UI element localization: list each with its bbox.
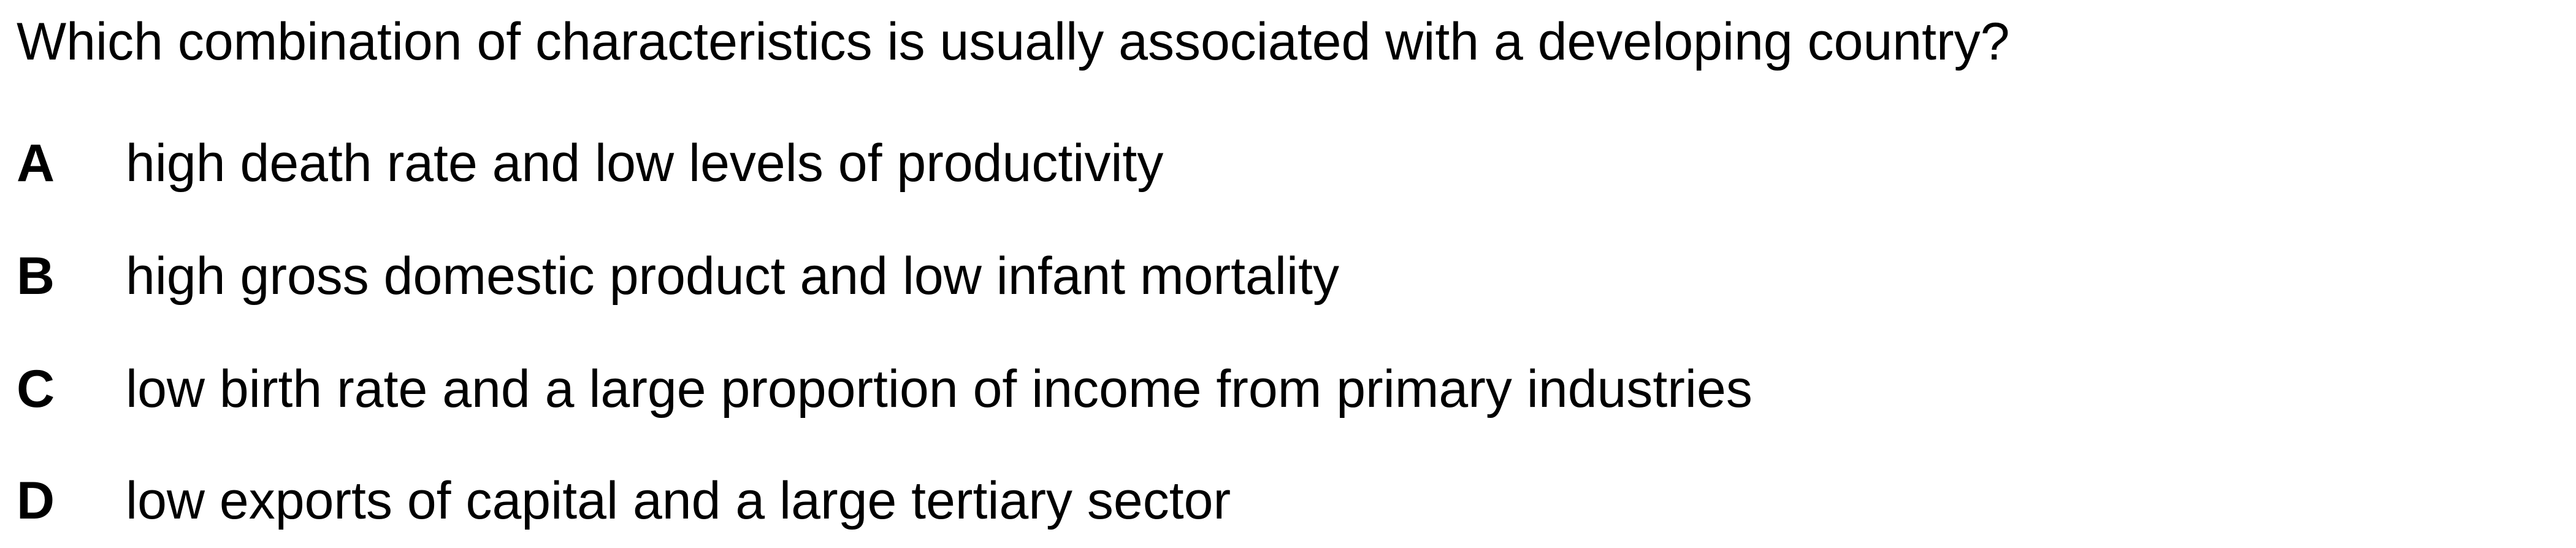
option-letter: C [17, 360, 55, 419]
option-a[interactable]: A high death rate and low levels of prod… [17, 126, 1163, 200]
option-text: low exports of capital and a large terti… [126, 471, 1231, 530]
option-letter: D [17, 471, 55, 530]
option-letter: A [17, 134, 55, 193]
option-letter: B [17, 247, 55, 306]
option-c[interactable]: C low birth rate and a large proportion … [17, 352, 1752, 426]
option-d[interactable]: D low exports of capital and a large ter… [17, 464, 1231, 538]
option-text: high death rate and low levels of produc… [126, 134, 1164, 193]
option-b[interactable]: B high gross domestic product and low in… [17, 239, 1339, 313]
question-text: Which combination of characteristics is … [17, 12, 2010, 71]
option-text: low birth rate and a large proportion of… [126, 360, 1752, 419]
option-text: high gross domestic product and low infa… [126, 247, 1339, 306]
